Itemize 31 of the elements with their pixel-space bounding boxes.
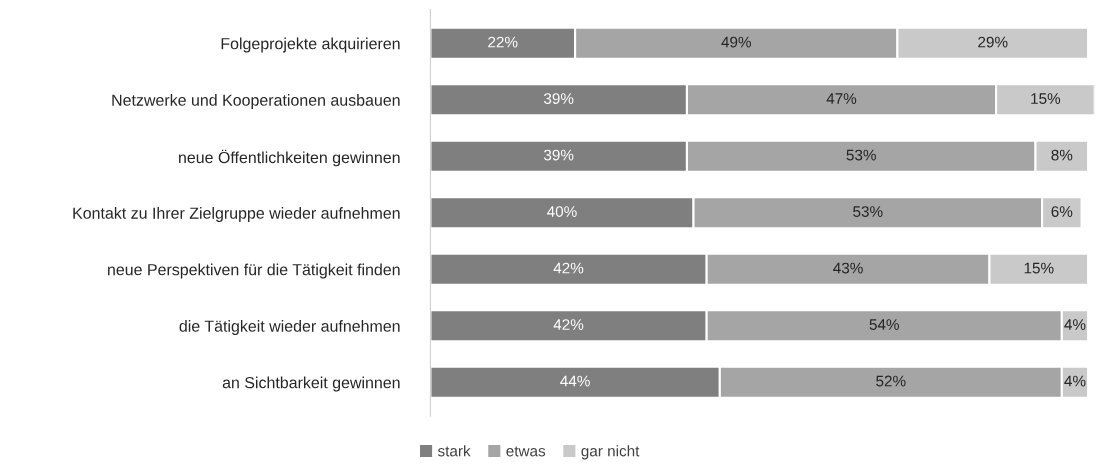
legend-label: gar nicht (581, 445, 640, 460)
data-label: 39% (543, 93, 574, 104)
y-tick-label: Folgeprojekte akquirieren (221, 37, 400, 53)
y-tick-label: Netzwerke und Kooperationen ausbauen (112, 94, 400, 109)
y-tick-label: neue Öffentlichkeiten gewinnen (179, 149, 400, 167)
data-label: 43% (833, 262, 863, 274)
y-tick-label: an Sichtbarkeit gewinnen (222, 376, 400, 392)
legend-label: etwas (506, 446, 546, 457)
data-label: 40% (547, 206, 577, 217)
data-label: 15% (1031, 93, 1061, 104)
data-label: 42% (553, 262, 584, 274)
data-label: 6% (1051, 206, 1073, 217)
data-label: 22% (488, 36, 518, 48)
legend-label: stark (437, 445, 471, 457)
y-tick-label: neue Perspektiven für die Tätigkeit finden (108, 263, 400, 279)
y-tick-label: die Tätigkeit wieder aufnehmen (179, 320, 400, 335)
data-label: 54% (869, 319, 899, 330)
data-label: 53% (853, 206, 883, 217)
y-tick-label: Kontakt zu Ihrer Zielgruppe wieder aufnehmen (73, 207, 400, 222)
data-label: 15% (1024, 262, 1054, 274)
data-label: 44% (560, 375, 590, 387)
data-label: 49% (721, 36, 751, 48)
data-label: 42% (553, 319, 584, 330)
data-label: 8% (1051, 149, 1073, 161)
data-label: 39% (543, 149, 574, 161)
data-label: 4% (1064, 319, 1086, 330)
data-label: 4% (1064, 375, 1086, 387)
data-label: 47% (826, 93, 857, 104)
data-label: 52% (876, 375, 906, 387)
data-label: 53% (846, 149, 876, 161)
data-label: 29% (978, 36, 1008, 48)
